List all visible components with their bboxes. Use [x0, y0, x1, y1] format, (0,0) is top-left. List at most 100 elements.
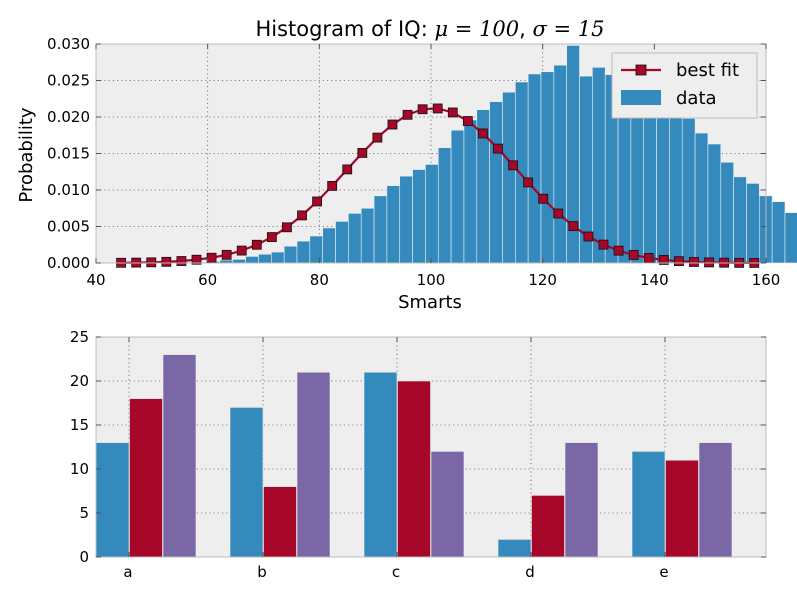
histogram-bar: [437, 147, 452, 264]
histogram-chart: 40 60 80 100 120 140 160 0.0000.0050.0100.0150…: [16, 17, 797, 313]
best-fit-marker: [478, 128, 488, 139]
histogram-bar: [746, 183, 760, 264]
histogram-bar: [771, 201, 786, 264]
histogram-x-tick-label: 60: [198, 271, 217, 289]
histogram-bar: [489, 101, 503, 264]
histogram-bar: [707, 143, 722, 264]
grouped-bar-series-3-c: [430, 451, 465, 558]
grouped-bar-x-tick-label: c: [392, 563, 400, 581]
histogram-x-label: Smarts: [398, 292, 462, 313]
grouped-bar-frame: [95, 336, 767, 558]
histogram-bar: [360, 207, 375, 264]
best-fit-marker: [146, 257, 157, 268]
histogram-x-ticks: 40 60 80 100 120 140 160: [86, 44, 780, 289]
histogram-bar: [386, 185, 401, 264]
best-fit-marker: [613, 245, 624, 256]
best-fit-marker: [493, 143, 503, 154]
legend-data-label: data: [676, 88, 717, 109]
best-fit-marker: [583, 231, 594, 242]
histogram-y-tick-label: 0.025: [47, 72, 90, 90]
histogram-bar: [669, 110, 683, 264]
best-fit-marker: [282, 222, 292, 233]
grouped-bar-series-1-e: [631, 451, 666, 558]
histogram-bar: [694, 132, 709, 264]
best-fit-marker: [538, 193, 549, 204]
histogram-x-tick-label: 100: [417, 271, 446, 289]
legend-box: [611, 52, 758, 119]
histogram-bar: [412, 169, 426, 264]
best-fit-marker: [221, 249, 232, 260]
grouped-bar-y-tick-label: 20: [70, 372, 89, 390]
best-fit-marker: [266, 232, 277, 242]
grouped-bar-y-tick-label: 15: [70, 416, 89, 434]
histogram-bar: [245, 256, 259, 264]
best-fit-marker: [327, 181, 338, 191]
histogram-x-tick-label: 160: [752, 271, 781, 289]
histogram-bar: [271, 251, 285, 264]
histogram-x-tick-label: 40: [86, 271, 105, 289]
best-fit-marker: [312, 196, 323, 207]
best-fit-marker: [206, 252, 217, 263]
grouped-bar-series-1-d: [497, 539, 532, 558]
grouped-bar-series-2-b: [263, 486, 297, 558]
histogram-bar: [463, 119, 478, 264]
best-fit-marker: [236, 245, 247, 256]
histogram-bar: [348, 213, 362, 264]
histogram-bar: [527, 73, 542, 264]
grouped-bar-x-tick-label: b: [257, 563, 267, 581]
histogram-y-tick-label: 0.020: [47, 108, 90, 126]
best-fit-marker: [387, 119, 398, 130]
grouped-bar-series-2-c: [397, 380, 431, 558]
grouped-bar-series-3-a: [162, 354, 197, 558]
histogram-bar: [258, 253, 272, 264]
histogram-y-tick-label: 0.015: [47, 145, 90, 163]
grouped-bar-series-1-a: [95, 442, 130, 558]
grouped-bar-x-ticks: a b c d e: [123, 337, 669, 581]
histogram-y-tick-label: 0.010: [47, 181, 90, 199]
best-fit-marker: [372, 132, 383, 143]
grouped-bar-series-2-d: [531, 495, 565, 558]
best-fit-marker: [658, 255, 669, 265]
best-fit-line: [116, 103, 760, 268]
grouped-bar-series-1-c: [363, 371, 398, 558]
histogram-x-tick-label: 120: [528, 271, 557, 289]
grouped-bar-series-1-b: [229, 407, 264, 558]
histogram-y-label: Probability: [16, 107, 37, 202]
histogram-bar: [515, 81, 529, 264]
grouped-bar-series-3-b: [296, 371, 331, 558]
best-fit-marker: [417, 104, 428, 115]
histogram-bar: [373, 195, 388, 264]
histogram-bar: [425, 164, 439, 264]
histogram-x-tick-label: 80: [310, 271, 329, 289]
histogram-bar: [399, 175, 413, 264]
histogram-bar: [656, 99, 670, 264]
histogram-y-tick-label: 0.005: [47, 218, 90, 236]
histogram-y-tick-label: 0.030: [47, 35, 90, 53]
best-fit-marker: [674, 256, 684, 267]
histogram-bar: [540, 71, 555, 264]
histogram-title: Histogram of IQ: μ = 100, σ = 15: [255, 17, 604, 41]
histogram-bar: [553, 64, 567, 264]
best-fit-marker: [161, 256, 172, 267]
grouped-bar-chart: a b c d e 0 5 10 15 20 25: [70, 328, 767, 581]
histogram-bar: [733, 176, 747, 264]
best-fit-marker: [176, 256, 187, 266]
grouped-bar-series-3-d: [564, 442, 599, 558]
best-fit-marker: [447, 107, 458, 118]
best-fit-marker: [689, 257, 699, 267]
histogram-bar: [283, 245, 298, 264]
legend: best fit data: [611, 52, 758, 119]
best-fit-marker: [297, 210, 307, 221]
grouped-bar-x-tick-label: a: [123, 563, 132, 581]
best-fit-marker: [553, 208, 564, 219]
grouped-bar-y-tick-label: 10: [70, 460, 89, 478]
grouped-bar-y-ticks: 0 5 10 15 20 25: [70, 328, 766, 566]
histogram-x-tick-label: 140: [640, 271, 669, 289]
best-fit-marker: [643, 253, 654, 263]
histogram-bar: [232, 259, 246, 264]
histogram-bar: [450, 129, 465, 264]
histogram-y-ticks: 0.000 0.005 0.010 0.015 0.020 0.025 0.030: [47, 35, 766, 272]
best-fit-marker: [628, 250, 639, 260]
best-fit-marker: [523, 177, 534, 188]
